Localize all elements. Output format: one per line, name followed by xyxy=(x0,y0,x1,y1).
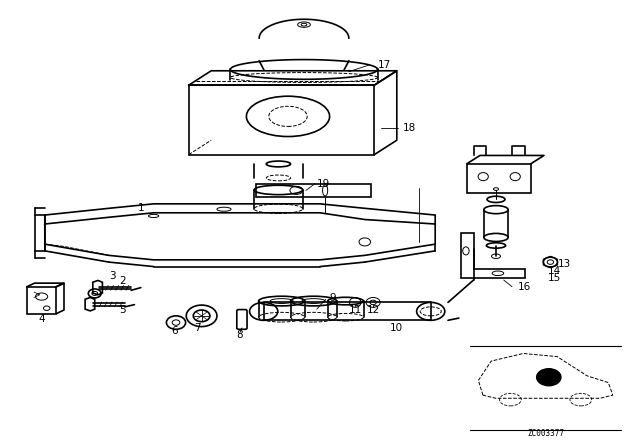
Text: ZC003377: ZC003377 xyxy=(527,429,564,438)
Text: 18: 18 xyxy=(403,123,416,133)
Text: 12: 12 xyxy=(367,305,380,315)
Text: 2: 2 xyxy=(120,276,126,286)
Text: 9: 9 xyxy=(330,293,336,303)
Circle shape xyxy=(537,369,561,386)
Text: 14: 14 xyxy=(548,266,561,276)
Text: 4: 4 xyxy=(38,314,45,323)
Text: 17: 17 xyxy=(378,60,390,70)
Text: 8: 8 xyxy=(237,330,243,340)
Text: 10: 10 xyxy=(390,323,403,333)
Text: 7: 7 xyxy=(194,323,200,333)
Text: 5: 5 xyxy=(120,305,126,315)
Text: 19: 19 xyxy=(317,179,330,189)
Text: 16: 16 xyxy=(518,282,531,292)
Text: 6: 6 xyxy=(171,326,177,336)
Text: 3: 3 xyxy=(109,271,115,280)
Text: 1: 1 xyxy=(138,203,144,213)
Text: 15: 15 xyxy=(548,273,561,283)
Text: 11: 11 xyxy=(349,305,362,315)
Text: 13: 13 xyxy=(558,259,571,269)
